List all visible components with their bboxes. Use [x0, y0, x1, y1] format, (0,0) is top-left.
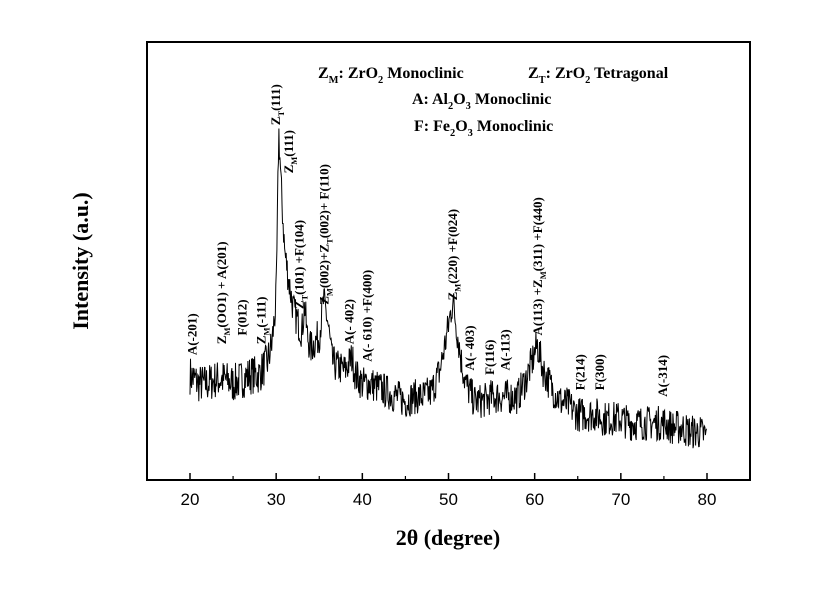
- x-tick-label: 60: [525, 490, 544, 509]
- peak-label: F(116): [482, 339, 497, 374]
- text-span: F(214): [572, 354, 587, 390]
- peak-label: A(-201): [185, 313, 200, 355]
- subscript: T: [276, 111, 286, 117]
- x-tick-label: 70: [611, 490, 630, 509]
- x-tick-label: 50: [439, 490, 458, 509]
- text-span: A(- 402): [341, 299, 356, 344]
- text-span: F(300): [592, 354, 607, 390]
- x-axis-label: 2θ (degree): [396, 525, 501, 550]
- peak-label: A(- 402): [341, 299, 356, 344]
- subscript: 3: [466, 101, 471, 112]
- peak-label: ZT(101) +F(104): [291, 220, 309, 309]
- text-span: (OO1) + A(201): [214, 241, 229, 327]
- peak-label: ZT(111): [268, 84, 286, 125]
- text-span: A(-201): [185, 313, 200, 355]
- subscript: T: [324, 238, 334, 244]
- text-span: Monoclinic: [473, 118, 553, 135]
- subscript: 3: [468, 128, 473, 139]
- peak-label: A(- 403): [462, 325, 477, 370]
- text-span: F: Fe: [414, 118, 450, 135]
- subscript: 2: [450, 128, 455, 139]
- peak-label: ZM(OO1) + A(201): [214, 241, 232, 344]
- legend-entry: F: Fe2O3 Monoclinic: [414, 118, 553, 139]
- subscript: T: [539, 75, 546, 86]
- text-span: Z: [281, 164, 296, 173]
- peak-label: ZM(002)+ZT(002)+ F(110): [316, 164, 334, 305]
- subscript: M: [453, 284, 463, 292]
- text-span: F(012): [235, 299, 250, 335]
- text-span: Z: [528, 65, 539, 82]
- text-span: A(-113): [497, 329, 512, 370]
- peak-label: ZM(-111): [254, 297, 272, 345]
- text-span: Z: [445, 291, 460, 300]
- subscript: M: [289, 157, 299, 165]
- text-span: A: Al: [412, 91, 449, 108]
- subscript: T: [299, 295, 309, 301]
- subscript: 2: [378, 75, 383, 86]
- subscript: 2: [585, 75, 590, 86]
- text-span: : ZrO: [546, 65, 586, 82]
- text-span: (220) +F(024): [445, 209, 460, 284]
- x-tick-label: 30: [267, 490, 286, 509]
- y-axis-label: Intensity (a.u.): [68, 192, 93, 330]
- text-span: (002)+Z: [316, 244, 331, 289]
- x-tick-label: 20: [181, 490, 200, 509]
- legend-entry: A: Al2O3 Monoclinic: [412, 91, 551, 112]
- text-span: (-111): [254, 297, 269, 328]
- x-tick-label: 40: [353, 490, 372, 509]
- peak-label: A(-314): [655, 355, 670, 397]
- text-span: Z: [268, 116, 283, 125]
- x-tick-label: 80: [698, 490, 717, 509]
- text-span: (311) +F(440): [530, 197, 545, 271]
- text-span: : ZrO: [338, 65, 378, 82]
- text-span: A(-314): [655, 355, 670, 397]
- text-span: A(113) +Z: [530, 279, 545, 335]
- text-span: Monoclinic: [471, 91, 551, 108]
- peak-label: A(113) +ZM(311) +F(440): [530, 197, 548, 335]
- peak-label: ZM(111): [281, 130, 299, 173]
- subscript: 2: [448, 101, 453, 112]
- text-span: Z: [316, 296, 331, 305]
- text-span: Z: [214, 335, 229, 344]
- text-span: (101) +F(104): [291, 220, 306, 295]
- text-span: (111): [281, 130, 296, 157]
- text-span: Z: [254, 335, 269, 344]
- xrd-pattern-line: [189, 128, 707, 449]
- text-span: A(- 403): [462, 325, 477, 370]
- text-span: Z: [318, 65, 329, 82]
- text-span: F(116): [482, 339, 497, 374]
- subscript: M: [329, 75, 339, 86]
- peak-label: A(- 610) +F(400): [360, 270, 375, 362]
- peak-label: F(012): [235, 299, 250, 335]
- text-span: A(- 610) +F(400): [360, 270, 375, 362]
- legend-entry: ZT: ZrO2 Tetragonal: [528, 65, 669, 86]
- text-span: (002)+ F(110): [316, 164, 331, 238]
- text-span: O: [453, 91, 465, 108]
- peak-label: ZM(220) +F(024): [445, 209, 463, 301]
- subscript: M: [538, 271, 548, 279]
- text-span: (111): [268, 84, 283, 111]
- legend-entry: ZM: ZrO2 Monoclinic: [318, 65, 464, 86]
- peak-label: F(300): [592, 354, 607, 390]
- subscript: M: [222, 328, 232, 336]
- peak-label: A(-113): [497, 329, 512, 370]
- subscript: M: [261, 328, 271, 336]
- text-span: O: [455, 118, 467, 135]
- subscript: M: [324, 288, 334, 296]
- text-span: Monoclinic: [383, 65, 463, 82]
- text-span: Z: [291, 300, 306, 309]
- text-span: Tetragonal: [590, 65, 668, 82]
- peak-label: F(214): [572, 354, 587, 390]
